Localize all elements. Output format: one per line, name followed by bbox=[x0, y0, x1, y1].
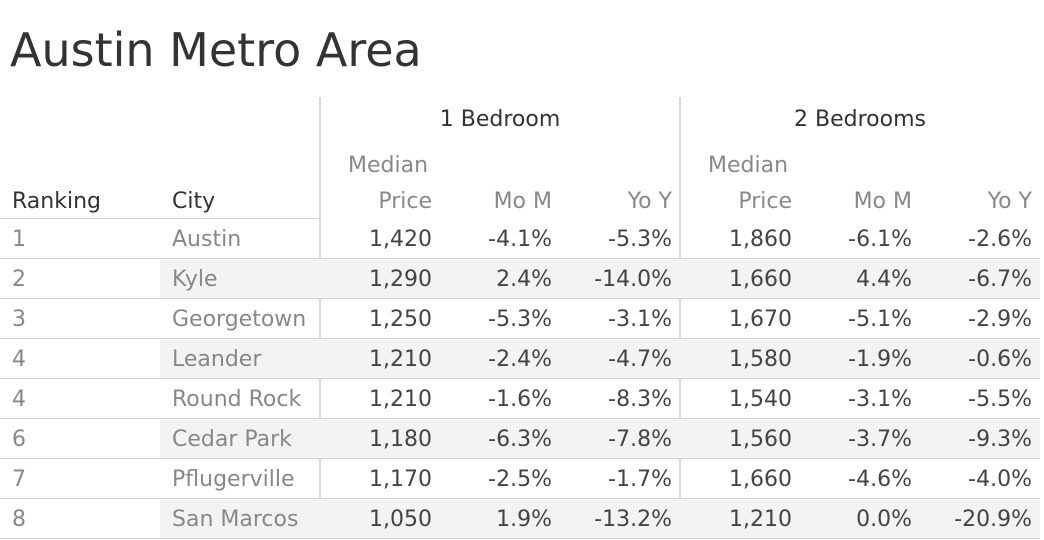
cell-city: San Marcos bbox=[172, 507, 299, 532]
cell-1bed-yoy: -13.2% bbox=[594, 507, 672, 532]
col-header-b1-median-line2: Price bbox=[378, 189, 432, 214]
cell-1bed-median-price: 1,420 bbox=[369, 227, 432, 252]
cell-1bed-mom: -2.5% bbox=[488, 467, 552, 492]
cell-2bed-median-price: 1,670 bbox=[729, 307, 792, 332]
cell-1bed-mom: -5.3% bbox=[488, 307, 552, 332]
group-label-1-bedroom: 1 Bedroom bbox=[439, 107, 561, 132]
cell-2bed-median-price: 1,210 bbox=[729, 507, 792, 532]
cell-2bed-yoy: -2.6% bbox=[968, 227, 1032, 252]
col-header-b2-median-line2: Price bbox=[738, 189, 792, 214]
cell-2bed-mom: -3.7% bbox=[848, 427, 912, 452]
cell-2bed-median-price: 1,540 bbox=[729, 387, 792, 412]
cell-rank: 7 bbox=[12, 467, 26, 492]
header-rule bbox=[0, 218, 320, 219]
cell-2bed-mom: -1.9% bbox=[848, 347, 912, 372]
row-divider bbox=[0, 418, 1040, 419]
cell-city: Pflugerville bbox=[172, 467, 295, 492]
cell-1bed-yoy: -3.1% bbox=[608, 307, 672, 332]
cell-2bed-mom: 4.4% bbox=[856, 267, 912, 292]
col-header-b2-median-line1: Median bbox=[708, 153, 789, 178]
col-header-b2-yoy: Yo Y bbox=[987, 189, 1032, 214]
row-divider bbox=[0, 298, 1040, 299]
cell-2bed-mom: -5.1% bbox=[848, 307, 912, 332]
row-divider bbox=[0, 458, 1040, 459]
row-shade bbox=[160, 499, 1040, 539]
cell-2bed-mom: -4.6% bbox=[848, 467, 912, 492]
cell-city: Cedar Park bbox=[172, 427, 292, 452]
page-title: Austin Metro Area bbox=[10, 23, 422, 77]
cell-2bed-median-price: 1,660 bbox=[729, 267, 792, 292]
cell-1bed-yoy: -8.3% bbox=[608, 387, 672, 412]
col-header-b1-mom: Mo M bbox=[493, 189, 552, 214]
divider-1bed-2bed bbox=[679, 97, 681, 538]
cell-2bed-median-price: 1,860 bbox=[729, 227, 792, 252]
cell-2bed-median-price: 1,560 bbox=[729, 427, 792, 452]
cell-1bed-median-price: 1,290 bbox=[369, 267, 432, 292]
cell-rank: 8 bbox=[12, 507, 26, 532]
cell-city: Austin bbox=[172, 227, 242, 252]
cell-1bed-yoy: -7.8% bbox=[608, 427, 672, 452]
cell-rank: 4 bbox=[12, 387, 26, 412]
cell-1bed-yoy: -5.3% bbox=[608, 227, 672, 252]
cell-1bed-median-price: 1,180 bbox=[369, 427, 432, 452]
cell-1bed-mom: -1.6% bbox=[488, 387, 552, 412]
cell-2bed-yoy: -0.6% bbox=[968, 347, 1032, 372]
cell-2bed-median-price: 1,660 bbox=[729, 467, 792, 492]
group-label-2-bedrooms: 2 Bedrooms bbox=[794, 107, 926, 132]
cell-city: Round Rock bbox=[172, 387, 302, 412]
cell-2bed-yoy: -9.3% bbox=[968, 427, 1032, 452]
row-divider bbox=[0, 538, 1040, 539]
cell-rank: 2 bbox=[12, 267, 26, 292]
cell-rank: 4 bbox=[12, 347, 26, 372]
cell-1bed-median-price: 1,210 bbox=[369, 387, 432, 412]
row-shade bbox=[160, 259, 1040, 299]
cell-city: Kyle bbox=[172, 267, 218, 292]
cell-2bed-yoy: -5.5% bbox=[968, 387, 1032, 412]
row-shade bbox=[160, 339, 1040, 379]
col-header-ranking: Ranking bbox=[12, 189, 101, 214]
cell-2bed-yoy: -6.7% bbox=[968, 267, 1032, 292]
cell-rank: 6 bbox=[12, 427, 26, 452]
cell-1bed-mom: -4.1% bbox=[488, 227, 552, 252]
cell-1bed-median-price: 1,170 bbox=[369, 467, 432, 492]
cell-1bed-median-price: 1,250 bbox=[369, 307, 432, 332]
cell-1bed-median-price: 1,050 bbox=[369, 507, 432, 532]
col-header-b1-median-line1: Median bbox=[348, 153, 429, 178]
cell-rank: 3 bbox=[12, 307, 26, 332]
col-header-b1-yoy: Yo Y bbox=[627, 189, 672, 214]
cell-1bed-mom: 2.4% bbox=[496, 267, 552, 292]
row-shade bbox=[160, 419, 1040, 459]
cell-1bed-mom: 1.9% bbox=[496, 507, 552, 532]
cell-2bed-mom: 0.0% bbox=[856, 507, 912, 532]
cell-1bed-mom: -2.4% bbox=[488, 347, 552, 372]
cell-2bed-mom: -3.1% bbox=[848, 387, 912, 412]
cell-1bed-yoy: -14.0% bbox=[594, 267, 672, 292]
divider-city-1bed bbox=[319, 97, 321, 538]
cell-1bed-median-price: 1,210 bbox=[369, 347, 432, 372]
cell-1bed-yoy: -4.7% bbox=[608, 347, 672, 372]
col-header-b2-mom: Mo M bbox=[853, 189, 912, 214]
row-divider bbox=[0, 498, 1040, 499]
cell-2bed-mom: -6.1% bbox=[848, 227, 912, 252]
col-header-city: City bbox=[172, 189, 216, 214]
cell-1bed-yoy: -1.7% bbox=[608, 467, 672, 492]
row-divider bbox=[0, 258, 1040, 259]
row-divider bbox=[0, 338, 1040, 339]
cell-city: Georgetown bbox=[172, 307, 307, 332]
cell-city: Leander bbox=[172, 347, 262, 372]
cell-2bed-yoy: -20.9% bbox=[954, 507, 1032, 532]
cell-1bed-mom: -6.3% bbox=[488, 427, 552, 452]
cell-2bed-yoy: -4.0% bbox=[968, 467, 1032, 492]
cell-2bed-median-price: 1,580 bbox=[729, 347, 792, 372]
cell-rank: 1 bbox=[12, 227, 26, 252]
row-divider bbox=[0, 378, 1040, 379]
cell-2bed-yoy: -2.9% bbox=[968, 307, 1032, 332]
